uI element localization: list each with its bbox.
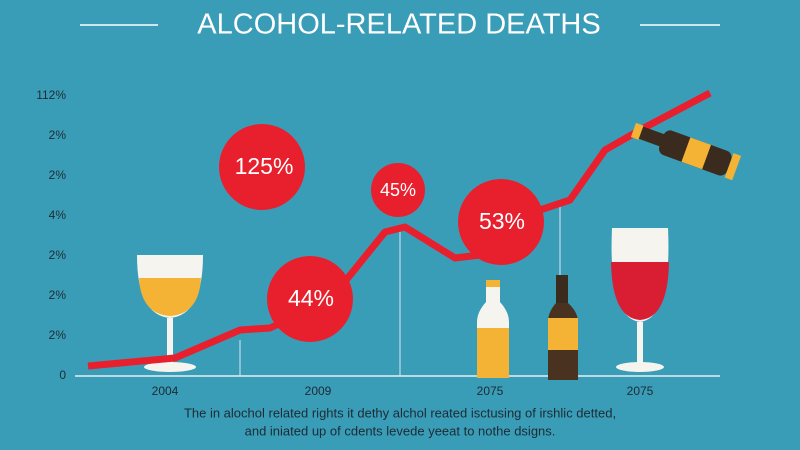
x-axis-label: 2009 xyxy=(305,384,332,398)
x-axis-label: 2004 xyxy=(152,384,179,398)
callout-bubble xyxy=(458,179,544,265)
callout-label: 53% xyxy=(479,208,525,234)
y-axis: 112% 2% 2% 4% 2% 2% 2% 0 xyxy=(36,88,66,382)
y-axis-label: 4% xyxy=(49,208,67,222)
callout-bubble xyxy=(219,124,305,210)
x-axis-label: 2075 xyxy=(627,384,654,398)
callout-bubble xyxy=(267,256,353,342)
red-wine-glass xyxy=(611,228,669,372)
beer-bottle xyxy=(548,275,578,380)
caption: and iniated up of cdents levede yeeat to… xyxy=(245,423,556,438)
title: ALCOHOL-RELATED DEATHS xyxy=(197,9,600,41)
tilted-bottle xyxy=(630,122,742,181)
caption: The in alochol related rights it dethy a… xyxy=(184,405,616,420)
y-axis-label: 0 xyxy=(59,368,66,382)
y-axis-label: 112% xyxy=(36,88,66,102)
y-axis-label: 2% xyxy=(49,248,67,262)
white-bottle xyxy=(477,280,509,378)
callout-label: 44% xyxy=(288,285,334,311)
callout-label: 125% xyxy=(235,153,294,179)
callout-label: 45% xyxy=(380,180,416,200)
y-axis-label: 2% xyxy=(49,328,67,342)
y-axis-label: 2% xyxy=(49,288,67,302)
x-axis-label: 2075 xyxy=(477,384,504,398)
trend-line xyxy=(87,89,712,370)
x-axis: 2004 2009 2075 2075 xyxy=(152,384,654,398)
y-axis-label: 2% xyxy=(49,168,67,182)
y-axis-label: 2% xyxy=(49,128,67,142)
callout-bubble xyxy=(371,163,425,217)
wine-glass xyxy=(137,255,203,372)
